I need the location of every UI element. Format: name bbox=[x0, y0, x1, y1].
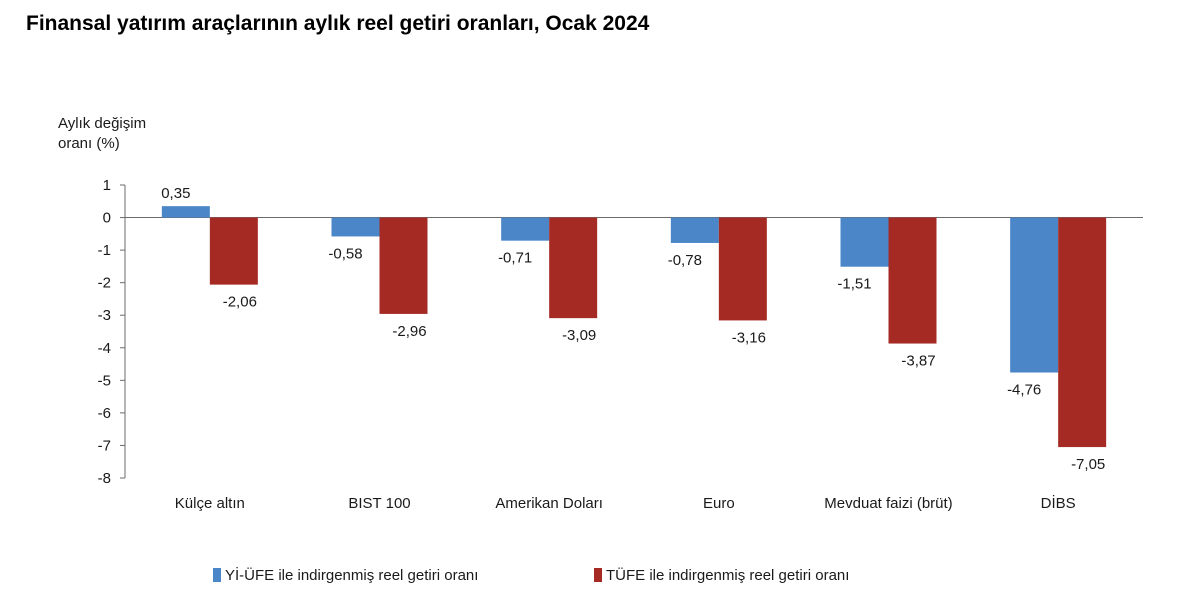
bar bbox=[501, 217, 550, 241]
data-label: -3,09 bbox=[562, 327, 596, 344]
legend-swatch bbox=[594, 568, 602, 582]
bar bbox=[161, 206, 210, 218]
y-tick-label: -1 bbox=[98, 242, 111, 259]
data-label: -2,96 bbox=[392, 323, 426, 340]
y-tick-label: -2 bbox=[98, 275, 111, 292]
data-label: -0,71 bbox=[498, 250, 532, 267]
data-label: -3,16 bbox=[732, 329, 766, 346]
y-tick-label: -6 bbox=[98, 405, 111, 422]
data-label: -3,87 bbox=[901, 353, 935, 370]
bar bbox=[888, 217, 937, 344]
legend-swatch bbox=[213, 568, 221, 582]
axes: 1 0 -1 -2 -3 -4 -5 -6 -7 -8 Külçe altın BIST 100 Ame… bbox=[98, 177, 1143, 512]
x-tick-label: BIST 100 bbox=[348, 495, 410, 512]
bar bbox=[840, 217, 889, 267]
data-label: 0,35 bbox=[161, 185, 190, 202]
bar bbox=[379, 217, 428, 314]
legend: Yİ-ÜFE ile indirgenmiş reel getiri oranı… bbox=[213, 566, 849, 584]
data-label: -2,06 bbox=[223, 294, 257, 311]
bar bbox=[1010, 217, 1059, 373]
y-tick-label: -8 bbox=[98, 470, 111, 487]
data-label: -0,78 bbox=[668, 252, 702, 269]
bar bbox=[718, 217, 767, 321]
bar bbox=[670, 217, 719, 243]
y-tick-label: -4 bbox=[98, 340, 111, 357]
legend-label: Yİ-ÜFE ile indirgenmiş reel getiri oranı bbox=[225, 566, 478, 584]
y-axis-label-line: Aylık değişim bbox=[58, 115, 146, 132]
data-label: -7,05 bbox=[1071, 456, 1105, 473]
bar bbox=[549, 217, 598, 319]
y-tick-label: -3 bbox=[98, 307, 111, 324]
data-label: -1,51 bbox=[837, 276, 871, 293]
x-tick-label: Euro bbox=[703, 495, 735, 512]
y-axis-label: Aylık değişim oranı (%) bbox=[58, 115, 146, 152]
data-labels: 0,35 -2,06 -0,58 -2,96 -0,71 -3,09 -0,78 -3,16 -… bbox=[161, 185, 1105, 473]
bar bbox=[331, 217, 380, 237]
bars bbox=[161, 206, 1107, 448]
y-axis-label-line: oranı (%) bbox=[58, 135, 120, 152]
x-tick-label: DİBS bbox=[1041, 494, 1076, 512]
y-tick-label: -7 bbox=[98, 437, 111, 454]
x-tick-label: Amerikan Doları bbox=[495, 495, 603, 512]
x-tick-label: Külçe altın bbox=[175, 495, 245, 512]
chart-title: Finansal yatırım araçlarının aylık reel … bbox=[26, 12, 650, 35]
data-label: -0,58 bbox=[328, 245, 362, 262]
y-tick-label: -5 bbox=[98, 372, 111, 389]
bar bbox=[209, 217, 258, 285]
legend-label: TÜFE ile indirgenmiş reel getiri oranı bbox=[606, 566, 849, 584]
y-tick-label: 0 bbox=[103, 210, 111, 227]
y-tick-label: 1 bbox=[103, 177, 111, 194]
bar bbox=[1058, 217, 1107, 448]
data-label: -4,76 bbox=[1007, 382, 1041, 399]
x-tick-label: Mevduat faizi (brüt) bbox=[824, 495, 952, 512]
